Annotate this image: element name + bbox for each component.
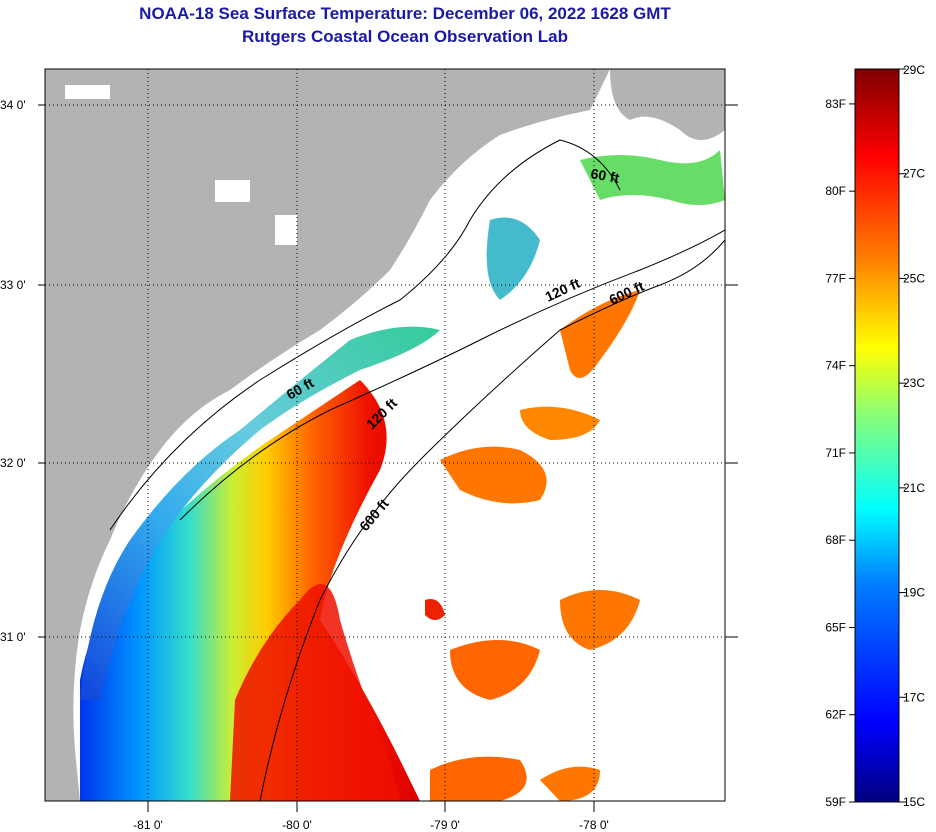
lat-label-32: 32 0' bbox=[0, 456, 26, 470]
graticule bbox=[45, 69, 725, 801]
map-subtitle: Rutgers Coastal Ocean Observation Lab bbox=[242, 27, 568, 46]
colorbar-fahrenheit-labels: 83F 80F 77F 74F 71F 68F 65F 62F 59F bbox=[825, 97, 846, 809]
sst-offshore-patches bbox=[425, 150, 725, 801]
lat-label-34: 34 0' bbox=[0, 98, 26, 112]
contour-120ft bbox=[179, 229, 725, 521]
colorbar-fahrenheit-label: 71F bbox=[825, 446, 846, 460]
colorbar-fahrenheit-label: 74F bbox=[825, 359, 846, 373]
depth-contours bbox=[109, 139, 725, 801]
land-cape bbox=[610, 69, 725, 140]
colorbar-celsius-label: 21C bbox=[903, 481, 925, 495]
colorbar-fahrenheit-label: 59F bbox=[825, 795, 846, 809]
colorbar-fahrenheit-label: 68F bbox=[825, 533, 846, 547]
lon-label-81: -81 0' bbox=[133, 818, 163, 832]
colorbar-celsius-label: 27C bbox=[903, 167, 925, 181]
colorbar-celsius-label: 19C bbox=[903, 586, 925, 600]
colorbar: 83F 80F 77F 74F 71F 68F 65F 62F 59F 29C 27C 25C 23C… bbox=[825, 63, 925, 809]
land-mass bbox=[45, 69, 610, 801]
colorbar-fahrenheit-label: 80F bbox=[825, 184, 846, 198]
map-title: NOAA-18 Sea Surface Temperature: Decembe… bbox=[139, 4, 671, 23]
colorbar-celsius-labels: 29C 27C 25C 23C 21C 19C 17C 15C bbox=[903, 63, 925, 809]
colorbar-fahrenheit-label: 83F bbox=[825, 97, 846, 111]
colorbar-fahrenheit-label: 62F bbox=[825, 708, 846, 722]
lon-label-79: -79 0' bbox=[430, 818, 460, 832]
map-ticks bbox=[38, 104, 738, 812]
lat-label-33: 33 0' bbox=[0, 278, 26, 292]
sst-cool-shelf bbox=[80, 326, 440, 700]
contour-60ft bbox=[109, 139, 621, 531]
colorbar-celsius-label: 15C bbox=[903, 795, 925, 809]
map-area: 60 ft 60 ft 120 ft 120 ft 600 ft 600 ft bbox=[45, 69, 725, 801]
depth-label-60ft-north: 60 ft bbox=[589, 165, 620, 186]
cloud-gaps bbox=[65, 85, 297, 245]
colorbar-fahrenheit-label: 65F bbox=[825, 620, 846, 634]
map-frame bbox=[44, 68, 726, 802]
colorbar-fahrenheit-label: 77F bbox=[825, 271, 846, 285]
colorbar-celsius-label: 29C bbox=[903, 63, 925, 77]
colorbar-ticks bbox=[849, 68, 906, 803]
colorbar-celsius-label: 23C bbox=[903, 376, 925, 390]
colorbar-celsius-label: 17C bbox=[903, 690, 925, 704]
colorbar-gradient bbox=[854, 68, 900, 803]
contour-600ft bbox=[259, 239, 725, 801]
lat-label-31: 31 0' bbox=[0, 630, 26, 644]
lon-label-80: -80 0' bbox=[282, 818, 312, 832]
colorbar-celsius-label: 25C bbox=[903, 271, 925, 285]
lon-label-78: -78 0' bbox=[579, 818, 609, 832]
